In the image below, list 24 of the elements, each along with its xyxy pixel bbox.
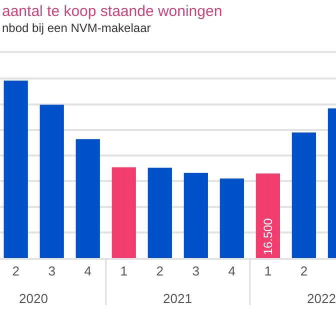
bar — [292, 132, 316, 258]
text: 2021 — [163, 291, 192, 306]
x-tick-label: 2 — [156, 263, 164, 278]
text: 2020 — [19, 291, 48, 306]
x-tick-label: 1 — [264, 263, 272, 278]
bar — [76, 139, 100, 258]
x-tick-label: 4 — [84, 263, 92, 278]
x-tick-label: 2 — [300, 263, 308, 278]
bar — [4, 80, 28, 258]
bar — [184, 172, 208, 258]
x-tick-label: 4 — [228, 263, 236, 278]
bar — [220, 178, 244, 258]
text: 2022 — [307, 291, 336, 306]
x-tick-label: 2 — [12, 263, 20, 278]
bar — [40, 104, 64, 258]
bar — [256, 173, 280, 258]
x-tick-label: 1 — [120, 263, 128, 278]
chart-title: aantal te koop staande woningen — [2, 3, 222, 20]
bar — [148, 168, 172, 258]
bar — [112, 167, 136, 258]
x-tick-label: 3 — [48, 263, 56, 278]
data-label: 16.500 — [260, 218, 275, 255]
chart-subtitle: nbod bij een NVM-makelaar — [2, 21, 151, 35]
x-tick-label: 3 — [192, 263, 200, 278]
